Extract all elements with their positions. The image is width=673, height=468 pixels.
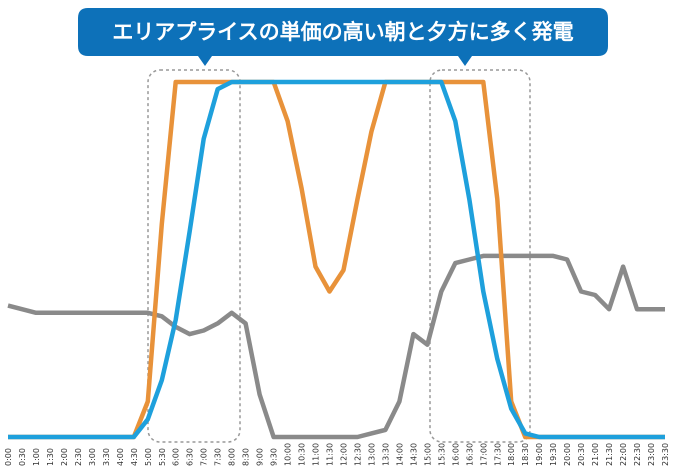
series-line: [8, 79, 665, 440]
title-callout: [78, 8, 608, 66]
x-tick-label: 16:30: [465, 443, 474, 466]
x-tick-label: 20:00: [563, 443, 572, 466]
x-tick-label: 18:00: [507, 443, 516, 466]
x-tick-label: 0:30: [18, 448, 27, 466]
x-tick-label: 8:00: [228, 448, 237, 466]
x-tick-label: 19:30: [549, 443, 558, 466]
x-tick-label: 17:30: [493, 443, 502, 466]
x-tick-label: 22:00: [619, 443, 628, 466]
x-tick-label: 11:00: [312, 443, 321, 466]
chart-title: エリアプライスの単価の高い朝と夕方に多く発電: [112, 20, 573, 44]
x-tick-label: 10:30: [298, 443, 307, 466]
x-tick-label: 14:30: [409, 443, 418, 466]
x-tick-label: 12:00: [339, 443, 348, 466]
plot-area: [7, 79, 665, 440]
x-tick-label: 17:00: [479, 443, 488, 466]
x-tick-label: 2:30: [74, 448, 83, 466]
morning-highlight: [147, 69, 241, 443]
x-tick-label: 4:00: [116, 448, 125, 466]
x-tick-label: 20:30: [577, 443, 586, 466]
x-tick-label: 5:30: [158, 448, 167, 466]
x-tick-label: 11:30: [326, 443, 335, 466]
x-tick-label: 23:00: [647, 443, 656, 466]
x-tick-label: 8:30: [242, 448, 251, 466]
x-tick-label: 18:30: [521, 443, 530, 466]
x-tick-label: 10:00: [284, 443, 293, 466]
x-tick-label: 1:30: [46, 448, 55, 466]
x-tick-label: 0:00: [4, 448, 13, 466]
x-tick-label: 12:30: [353, 443, 362, 466]
x-tick-label: 7:00: [200, 448, 209, 466]
x-tick-label: 22:30: [633, 443, 642, 466]
x-tick-label: 4:30: [130, 448, 139, 466]
x-tick-label: 15:00: [423, 443, 432, 466]
x-tick-label: 2:00: [60, 448, 69, 466]
x-tick-label: 14:00: [395, 443, 404, 466]
x-tick-label: 6:00: [172, 448, 181, 466]
x-tick-label: 1:00: [32, 448, 41, 466]
x-tick-label: 5:00: [144, 448, 153, 466]
x-tick-label: 9:00: [256, 448, 265, 466]
x-tick-label: 23:30: [661, 443, 670, 466]
evening-highlight: [429, 69, 531, 443]
x-tick-label: 7:30: [214, 448, 223, 466]
x-tick-label: 21:00: [591, 443, 600, 466]
x-tick-label: 13:30: [381, 443, 390, 466]
series-line: [7, 253, 665, 440]
x-tick-label: 6:30: [186, 448, 195, 466]
x-tick-label: 19:00: [535, 443, 544, 466]
x-tick-label: 15:30: [437, 443, 446, 466]
x-tick-label: 3:00: [88, 448, 97, 466]
x-tick-label: 9:30: [270, 448, 279, 466]
x-tick-label: 13:00: [367, 443, 376, 466]
x-tick-label: 3:30: [102, 448, 111, 466]
x-tick-label: 21:30: [605, 443, 614, 466]
x-tick-label: 16:00: [451, 443, 460, 466]
